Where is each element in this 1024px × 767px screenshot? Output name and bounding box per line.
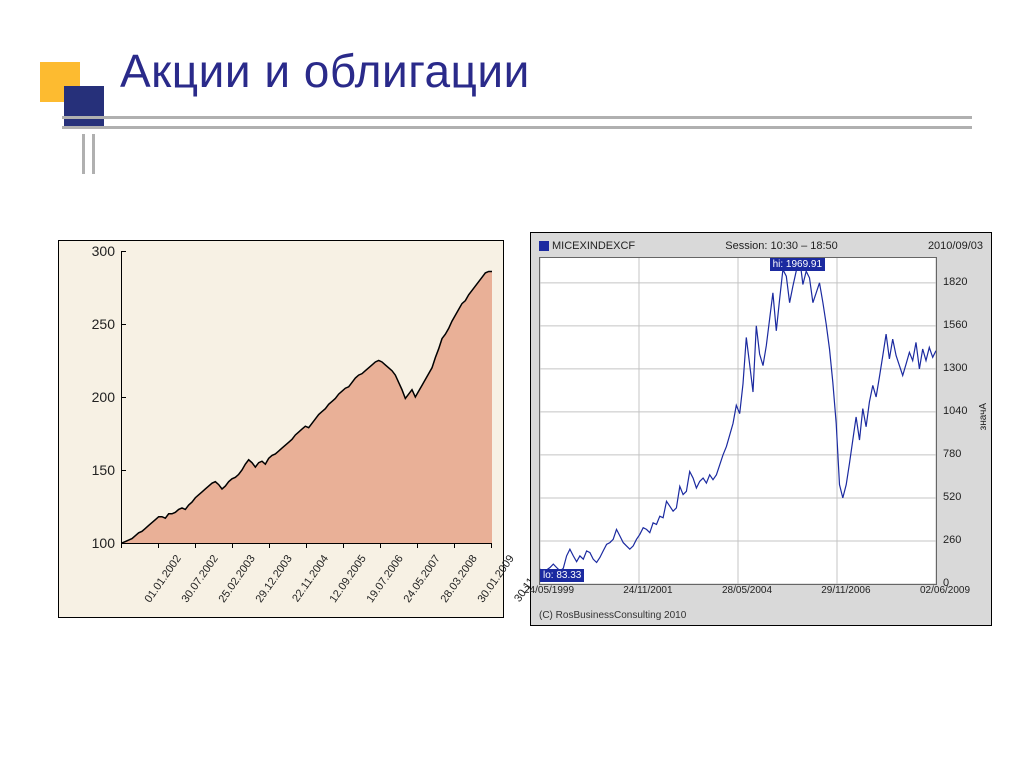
decor-rule-h bbox=[62, 116, 972, 119]
stocks-xtick-label: 02/06/2009 bbox=[920, 585, 970, 596]
legend-swatch-icon bbox=[539, 241, 549, 251]
stocks-ytick-label: 1560 bbox=[943, 319, 967, 331]
bonds-ytick-label: 300 bbox=[92, 243, 115, 259]
stocks-legend-label: MICEXINDEXCF bbox=[552, 240, 635, 252]
stocks-xtick-label: 24/11/2001 bbox=[623, 585, 672, 596]
bonds-xtick-label: 30.01.2009 bbox=[475, 553, 516, 605]
decor-rule-v bbox=[82, 134, 85, 174]
bonds-xtick-label: 24.05.2007 bbox=[401, 553, 442, 605]
bonds-plot-area bbox=[121, 251, 492, 544]
stocks-legend: MICEXINDEXCF bbox=[539, 240, 635, 252]
bonds-xtick-label: 25.02.2003 bbox=[216, 553, 257, 605]
bonds-y-axis-labels: 100150200250300 bbox=[59, 251, 121, 543]
bonds-ytick-label: 200 bbox=[92, 389, 115, 405]
bonds-xtick-label: 01.01.2002 bbox=[142, 553, 183, 605]
stocks-ytick-label: 260 bbox=[943, 534, 961, 546]
bonds-xtick-label: 19.07.2006 bbox=[364, 553, 405, 605]
stocks-header: MICEXINDEXCF Session: 10:30 – 18:50 2010… bbox=[539, 237, 983, 255]
stocks-footer: (C) RosBusinessConsulting 2010 bbox=[539, 610, 686, 621]
bonds-xtick-label: 29.12.2003 bbox=[253, 553, 294, 605]
bonds-x-axis-labels: 01.01.200230.07.200225.02.200329.12.2003… bbox=[121, 547, 491, 613]
stocks-ytick-label: 780 bbox=[943, 448, 961, 460]
bonds-xtick-label: 28.03.2008 bbox=[438, 553, 479, 605]
stocks-x-axis-labels: 24/05/199924/11/200128/05/200429/11/2006… bbox=[539, 585, 935, 601]
stocks-ytick-label: 1300 bbox=[943, 362, 967, 374]
stocks-line-chart: MICEXINDEXCF Session: 10:30 – 18:50 2010… bbox=[530, 232, 992, 626]
bonds-xtick-label: 22.11.2004 bbox=[290, 553, 331, 604]
stocks-ytick-label: 1040 bbox=[943, 405, 967, 417]
stocks-ytick-label: 520 bbox=[943, 491, 961, 503]
stocks-y-axis-title: значA bbox=[978, 403, 989, 430]
bonds-area-chart: 100 150 200 250 300 01.01.200230.07.200225.0… bbox=[58, 240, 504, 618]
stocks-xtick-label: 28/05/2004 bbox=[722, 585, 772, 596]
stocks-xtick-label: 24/05/1999 bbox=[524, 585, 574, 596]
stocks-lo-badge: lo: 83.33 bbox=[540, 569, 584, 582]
bonds-xtick-label: 30.07.2002 bbox=[179, 553, 220, 605]
slide: Акции и облигации 100 150 200 250 300 01.01.… bbox=[0, 0, 1024, 767]
bonds-ytick-label: 150 bbox=[92, 462, 115, 478]
bonds-ytick-label: 100 bbox=[92, 535, 115, 551]
bonds-ytick-label: 250 bbox=[92, 316, 115, 332]
stocks-xtick-label: 29/11/2006 bbox=[821, 585, 870, 596]
page-title: Акции и облигации bbox=[120, 44, 530, 98]
stocks-svg bbox=[540, 258, 936, 584]
stocks-hi-badge: hi: 1969.91 bbox=[770, 258, 826, 271]
bonds-xtick-label: 12.09.2005 bbox=[327, 553, 368, 605]
stocks-session-label: Session: 10:30 – 18:50 bbox=[725, 240, 838, 252]
stocks-ytick-label: 1820 bbox=[943, 276, 967, 288]
stocks-plot-area: hi: 1969.91 lo: 83.33 bbox=[539, 257, 937, 585]
stocks-date-label: 2010/09/03 bbox=[928, 240, 983, 252]
bonds-area-svg bbox=[122, 251, 492, 543]
